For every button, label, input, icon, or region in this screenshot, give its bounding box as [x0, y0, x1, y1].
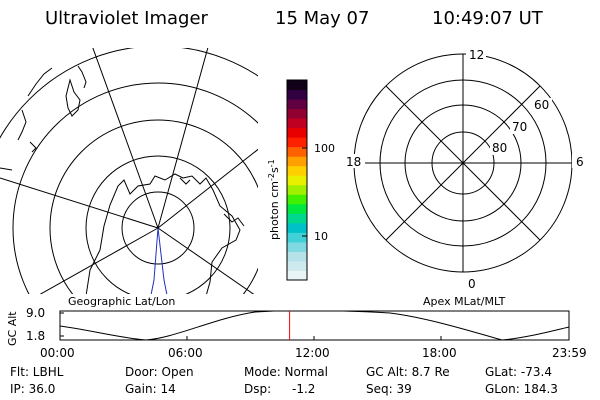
- gc-alt-info: GC Alt: 8.7 Re: [366, 365, 450, 379]
- color-scale-segment: [287, 232, 307, 243]
- label-bg: [345, 154, 365, 168]
- tasmania-outline: [29, 141, 37, 153]
- meridian-line: [0, 177, 159, 229]
- color-scale-frame: [286, 79, 308, 281]
- mlat-mlt-grid: [353, 53, 573, 273]
- new-zealand-outline: [65, 78, 81, 117]
- altitude-xtick-2359: 23:59: [552, 346, 587, 360]
- colorbar-tick-10: 10: [314, 230, 328, 243]
- altitude-plot-frame: [59, 310, 570, 341]
- altitude-xtick-0600: 06:00: [168, 346, 203, 360]
- seq-info: Seq: 39: [366, 382, 412, 396]
- color-scale-segment: [287, 108, 307, 119]
- lat-circle: [121, 191, 195, 265]
- meridian-line: [92, 48, 159, 229]
- altitude-ytick-9: 9.0: [26, 306, 45, 320]
- meridian-line: [39, 227, 159, 294]
- meridian-line: [157, 148, 258, 229]
- time-label: 10:49:07 UT: [432, 8, 543, 29]
- gain-info: Gain: 14: [125, 382, 176, 396]
- color-scale-segment: [287, 184, 307, 195]
- mlt-label-18: 18: [346, 155, 361, 169]
- color-scale-segment: [287, 260, 307, 271]
- altitude-curve: [60, 311, 569, 340]
- instrument-title: Ultraviolet Imager: [45, 8, 208, 29]
- geographic-caption: Geographic Lat/Lon: [68, 295, 176, 308]
- label-bg: [510, 120, 530, 134]
- glat-info: GLat: -73.4: [485, 365, 552, 379]
- label-bg: [490, 141, 510, 155]
- coast-detail: [179, 177, 191, 185]
- color-scale-segment: [287, 137, 307, 148]
- color-scale-segment: [287, 118, 307, 129]
- date-label: 15 May 07: [275, 8, 370, 29]
- orbit-track: [150, 227, 159, 294]
- lat-circle: [85, 155, 231, 294]
- meridian-line: [157, 48, 209, 229]
- filter-info: Flt: LBHL: [10, 365, 64, 379]
- mlat-label-70: 70: [512, 120, 527, 134]
- color-scale-segment: [287, 80, 307, 91]
- geographic-map: [0, 48, 258, 294]
- label-bg: [532, 98, 552, 112]
- altitude-ylabel: GC Alt: [6, 311, 19, 346]
- color-scale-segment: [287, 99, 307, 110]
- coast-detail: [223, 213, 245, 227]
- label-bg: [466, 276, 480, 290]
- color-scale-segment: [287, 270, 307, 281]
- mlt-diagonal: [382, 82, 544, 244]
- colorbar-unit-label: photon cm-2s-1: [267, 159, 281, 240]
- color-scale-segment: [287, 194, 307, 205]
- label-bg: [572, 154, 586, 168]
- color-scale-segment: [287, 203, 307, 214]
- color-scale-segment: [287, 251, 307, 262]
- altitude-xtick-1800: 18:00: [422, 346, 457, 360]
- australia-coast: [17, 109, 27, 141]
- mlt-label-0: 0: [468, 277, 476, 291]
- color-scale-segment: [287, 175, 307, 186]
- color-scale-segment: [287, 165, 307, 176]
- colorbar-tick-100: 100: [314, 142, 335, 155]
- mlt-label-6: 6: [576, 155, 584, 169]
- mlt-label-12: 12: [469, 48, 484, 62]
- color-scale-segment: [287, 146, 307, 157]
- altitude-xtick-0000: 00:00: [40, 346, 75, 360]
- color-scale-segment: [287, 213, 307, 224]
- mode-info: Mode: Normal: [244, 365, 328, 379]
- orbit-track: [157, 227, 168, 294]
- door-info: Door: Open: [125, 365, 194, 379]
- mlat-label-60: 60: [534, 98, 549, 112]
- lat-circle: [49, 119, 258, 294]
- mlat-label-80: 80: [492, 141, 507, 155]
- altitude-xtick-1200: 12:00: [295, 346, 330, 360]
- meridian-line: [157, 227, 255, 294]
- altitude-ytick-1-8: 1.8: [26, 329, 45, 343]
- new-zealand-outline: [77, 65, 87, 89]
- antarctica-coastline: [85, 173, 241, 294]
- dsp-value: -1.2: [292, 382, 316, 396]
- x-ticks: [59, 336, 570, 340]
- glon-info: GLon: 184.3: [485, 382, 558, 396]
- color-scale-segment: [287, 241, 307, 252]
- color-scale-segment: [287, 89, 307, 100]
- color-scale-segment: [287, 156, 307, 167]
- color-scale-bar: [287, 80, 307, 281]
- ip-info: IP: 36.0: [10, 382, 56, 396]
- coast-detail: [0, 167, 13, 171]
- australia-coast: [27, 67, 53, 97]
- apex-caption: Apex MLat/MLT: [423, 295, 506, 308]
- color-scale-segment: [287, 222, 307, 233]
- label-bg: [466, 48, 486, 62]
- color-scale-segment: [287, 127, 307, 138]
- dsp-label: Dsp:: [244, 382, 272, 396]
- lat-circle: [12, 82, 258, 294]
